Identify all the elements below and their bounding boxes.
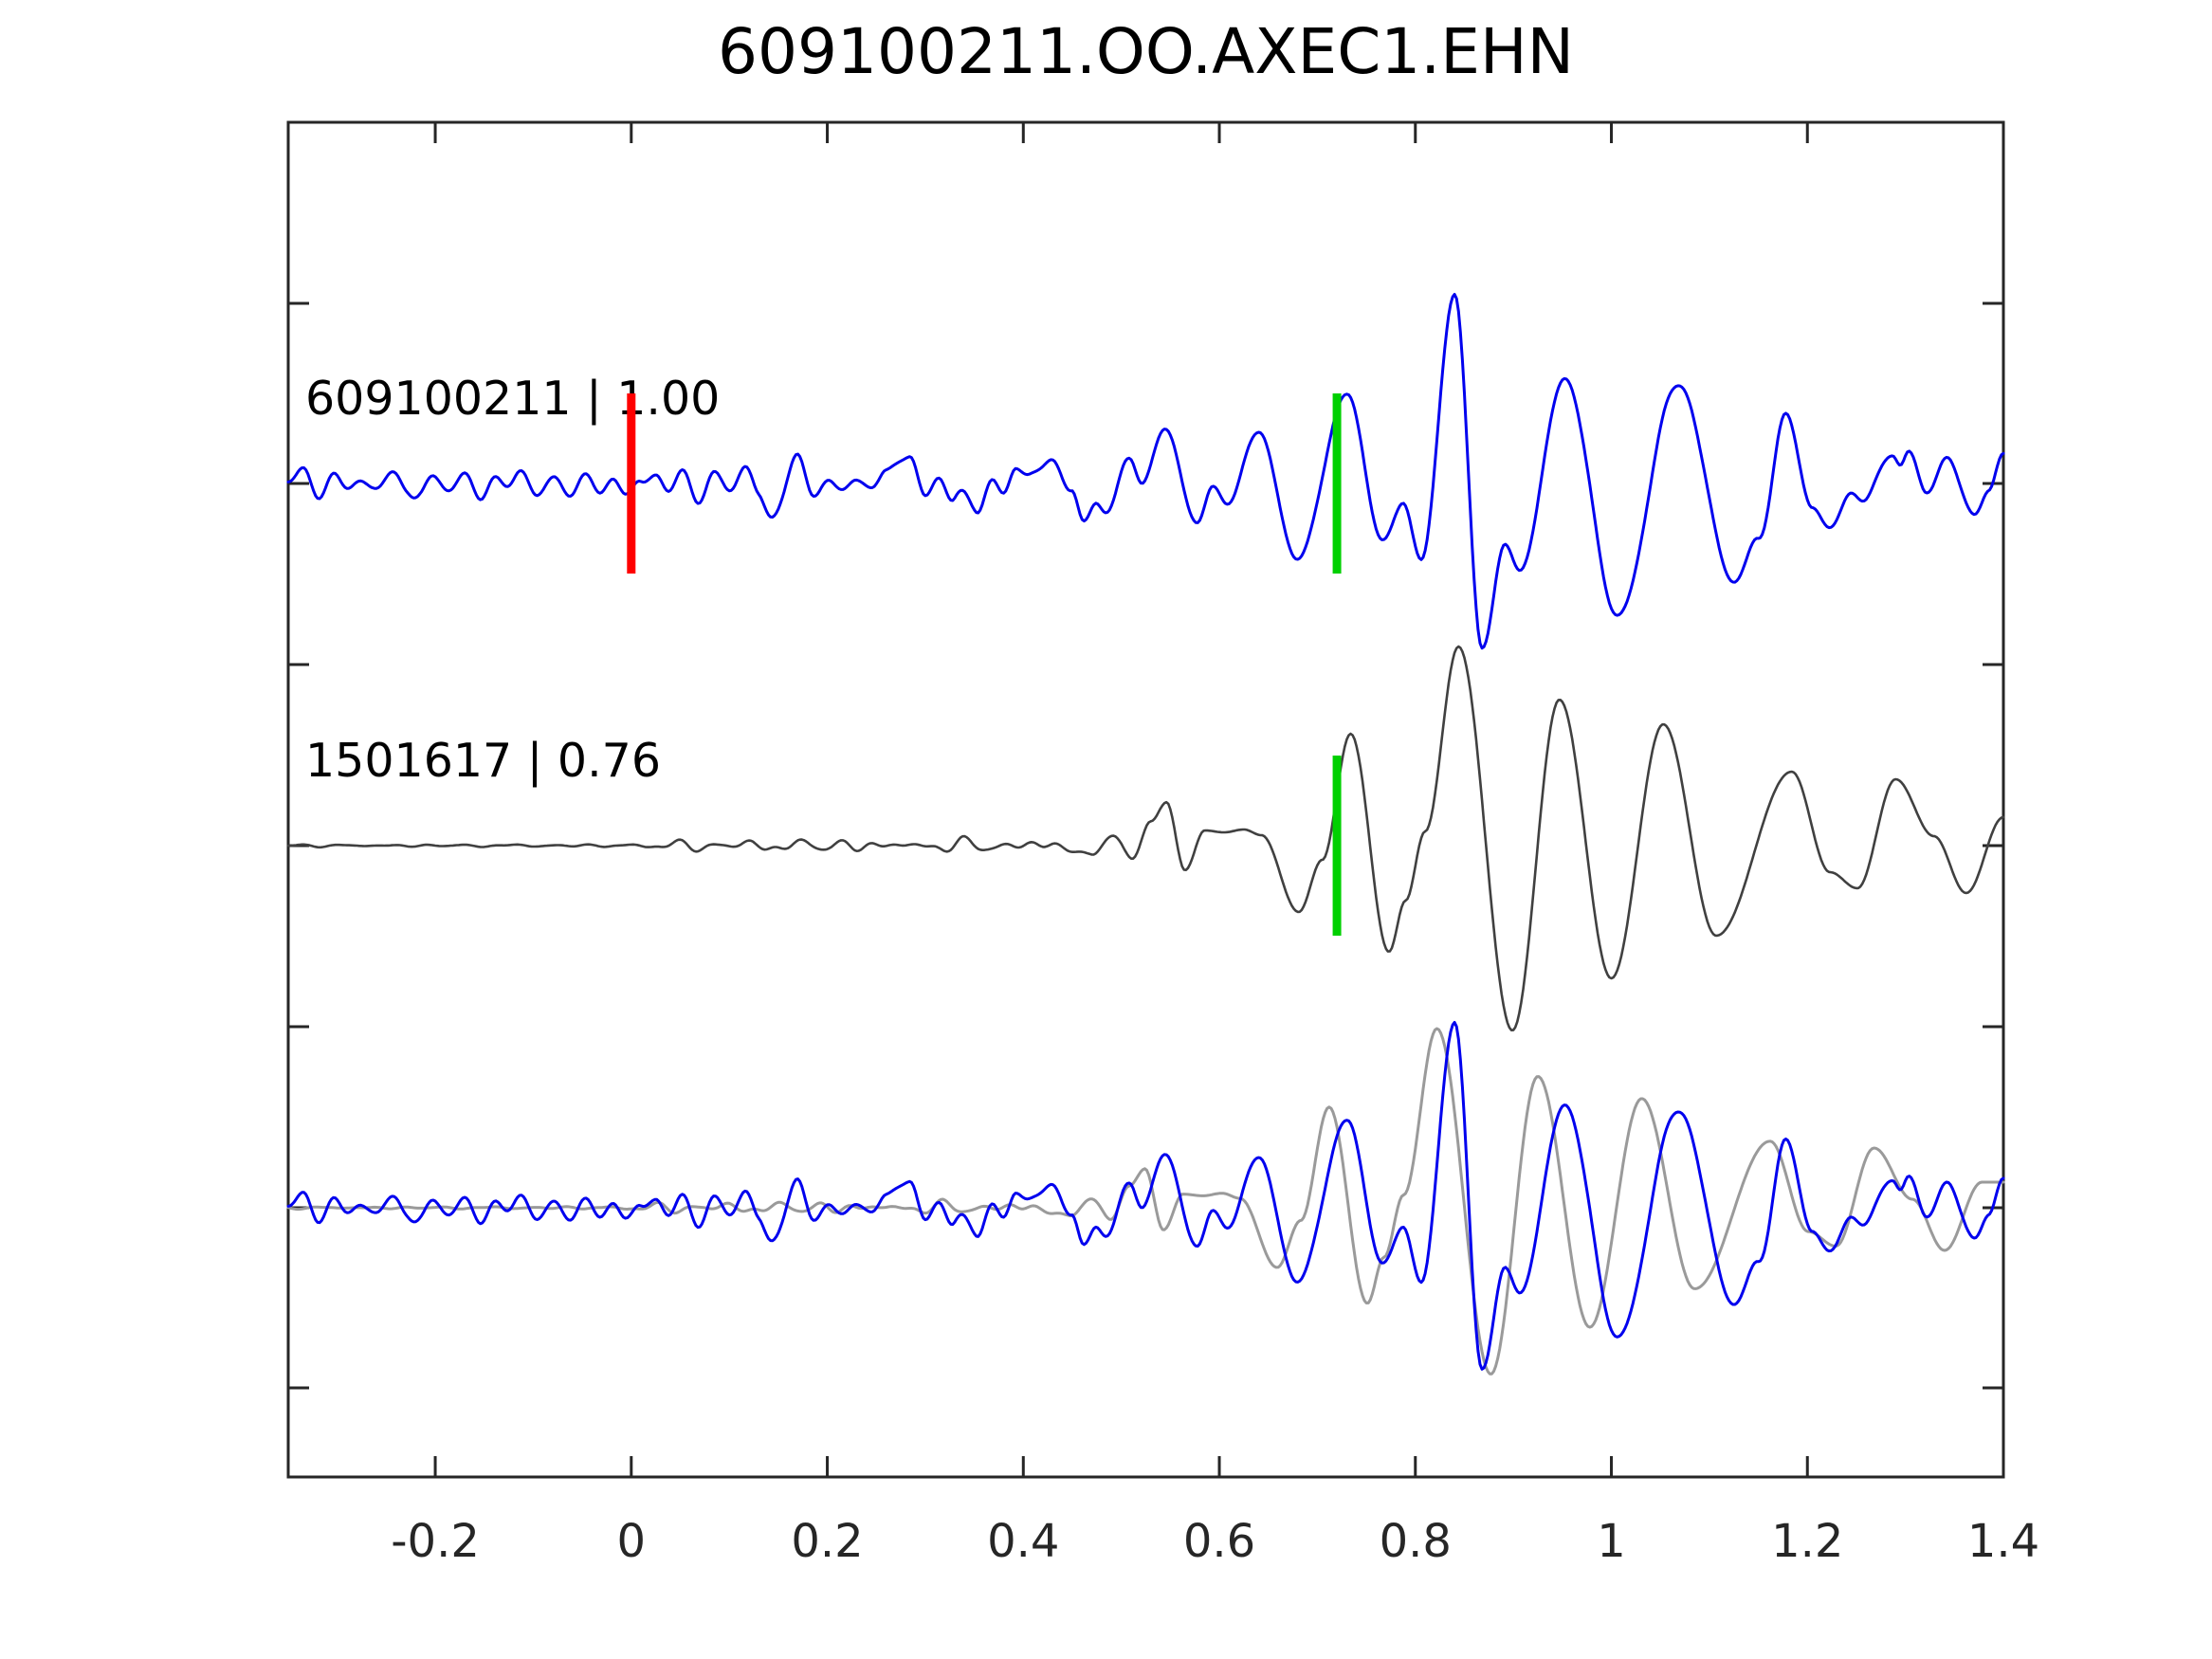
x-tick-label: 0.2 xyxy=(791,1515,863,1568)
x-tick-label: 0.8 xyxy=(1380,1515,1452,1568)
trace-reference_overlay-line xyxy=(286,1021,2005,1371)
plot-title: 609100211.OO.AXEC1.EHN xyxy=(718,15,1574,88)
x-tick-label: 0.6 xyxy=(1183,1515,1255,1568)
trace-label-reference: 609100211 | 1.00 xyxy=(305,372,721,426)
x-tick-label: 1 xyxy=(1597,1515,1626,1568)
x-tick-label: 0 xyxy=(617,1515,647,1568)
trace-reference-line xyxy=(286,293,2005,650)
trace-label-match: 1501617 | 0.76 xyxy=(305,734,661,788)
plot-border xyxy=(286,120,2005,1479)
x-tick-label: 0.4 xyxy=(987,1515,1059,1568)
x-tick-label: -0.2 xyxy=(391,1515,480,1568)
x-tick-label: 1.4 xyxy=(1967,1515,2039,1568)
x-tick-label: 1.2 xyxy=(1771,1515,1843,1568)
trace-match-line xyxy=(286,645,2005,1031)
